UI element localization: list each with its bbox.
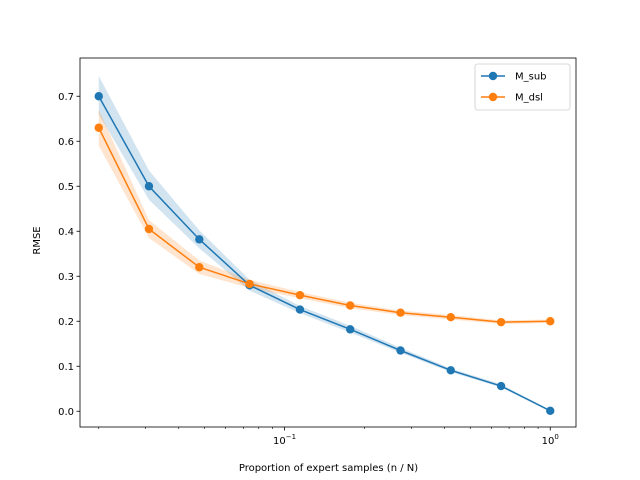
m-sub-point — [546, 406, 555, 415]
x-axis-label: Proportion of expert samples (n / N) — [239, 463, 418, 474]
m-sub-point — [446, 366, 455, 375]
y-tick-label: 0.6 — [58, 137, 74, 148]
y-tick-label: 0.7 — [58, 92, 74, 103]
legend-marker-m-sub — [488, 71, 498, 81]
y-axis-label: RMSE — [32, 226, 43, 254]
m-dsl-line — [98, 127, 551, 323]
m-dsl-point — [94, 123, 103, 132]
m-sub-line — [98, 95, 551, 412]
m-sub-point — [496, 381, 506, 391]
m-sub-point — [195, 235, 204, 244]
m-dsl-point — [446, 313, 455, 322]
y-tick-label: 0.1 — [58, 362, 74, 373]
m-dsl-point — [195, 263, 204, 272]
m-dsl-point — [546, 317, 555, 326]
x-tick-label: 100 — [542, 433, 559, 447]
confidence-bands — [98, 76, 551, 412]
m-dsl-point — [346, 301, 355, 310]
legend-label-m-dsl: M_dsl — [515, 93, 543, 104]
m-dsl-point — [396, 308, 405, 317]
x-axis: 10−1 100 — [98, 427, 559, 447]
m-dsl-point — [144, 224, 154, 234]
m-sub-point — [295, 305, 305, 314]
x-tick-label: 10−1 — [273, 433, 296, 447]
y-tick-label: 0.2 — [58, 317, 74, 328]
m-sub-point — [94, 92, 103, 101]
m-dsl-confidence-band — [98, 109, 551, 324]
y-axis: 0.0 0.1 0.2 0.3 0.4 0.5 0.6 0.7 — [58, 92, 80, 418]
legend-marker-m-dsl — [488, 92, 498, 102]
legend-label-m-sub: M_sub — [515, 72, 547, 83]
m-dsl-point — [295, 290, 305, 300]
m-sub-point — [144, 182, 154, 191]
plot-area-frame — [79, 57, 577, 428]
m-dsl-point — [245, 279, 254, 289]
series-lines — [98, 95, 551, 412]
series-markers — [94, 92, 555, 415]
y-tick-label: 0.5 — [58, 182, 74, 193]
y-tick-label: 0.3 — [58, 272, 74, 283]
m-sub-point — [396, 346, 405, 355]
legend: M_sub M_dsl — [474, 63, 571, 111]
y-tick-label: 0.4 — [58, 227, 74, 238]
m-dsl-point — [496, 317, 506, 327]
y-tick-label: 0.0 — [58, 407, 74, 418]
m-sub-point — [346, 325, 355, 334]
